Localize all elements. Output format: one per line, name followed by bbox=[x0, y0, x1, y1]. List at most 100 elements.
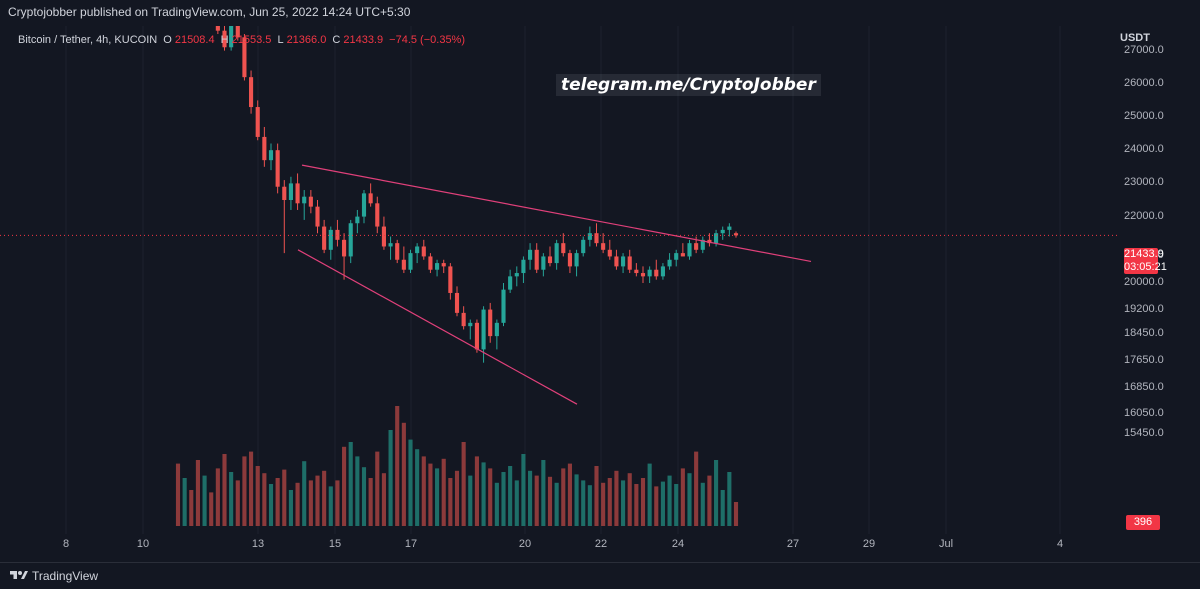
volume-bar bbox=[361, 467, 367, 526]
tradingview-brand[interactable]: TradingView bbox=[32, 569, 99, 583]
volume-bar bbox=[202, 475, 207, 526]
candle-body bbox=[581, 239, 586, 254]
candle-body bbox=[295, 183, 300, 204]
volume-bar bbox=[561, 468, 566, 526]
price-axis-label: 22000.0 bbox=[1124, 209, 1164, 222]
volume-bar bbox=[401, 422, 406, 526]
time-axis-label: 15 bbox=[328, 538, 342, 550]
close-value: 21433.9 bbox=[343, 34, 384, 46]
volume-bar bbox=[488, 468, 493, 526]
candle-body bbox=[587, 233, 592, 240]
volume-bar bbox=[514, 480, 519, 526]
volume-bar bbox=[275, 478, 280, 526]
volume-bar bbox=[720, 490, 725, 526]
candle-body bbox=[401, 259, 406, 270]
volume-bar bbox=[215, 468, 220, 526]
volume-bar bbox=[322, 470, 327, 526]
candle-body bbox=[268, 150, 274, 161]
candle-body bbox=[488, 309, 493, 337]
volume-bar bbox=[288, 490, 293, 526]
candle-body bbox=[647, 269, 652, 277]
candle-body bbox=[441, 263, 446, 267]
close-key: C bbox=[332, 34, 341, 46]
volume-bar bbox=[714, 460, 719, 526]
volume-bar bbox=[634, 484, 639, 526]
candle-body bbox=[720, 229, 725, 234]
volume-bar bbox=[421, 456, 426, 526]
candle-body bbox=[335, 229, 340, 240]
candle-body bbox=[727, 226, 732, 230]
time-axis-label: 17 bbox=[404, 538, 418, 550]
volume-bar bbox=[534, 475, 539, 526]
currency-label: USDT bbox=[1120, 32, 1150, 44]
volume-bar bbox=[547, 476, 553, 526]
candle-body bbox=[481, 309, 486, 350]
candle-body bbox=[408, 253, 413, 270]
volume-bar bbox=[574, 474, 579, 526]
volume-bar bbox=[435, 468, 440, 526]
volume-bar bbox=[195, 460, 200, 526]
time-axis-label: Jul bbox=[938, 538, 954, 550]
volume-bar bbox=[242, 456, 247, 526]
candle-body bbox=[607, 249, 612, 257]
candle-body bbox=[361, 193, 367, 217]
candle-body bbox=[468, 322, 473, 327]
countdown-timer: 03:05:21 bbox=[1124, 261, 1167, 273]
time-axis-label: 29 bbox=[862, 538, 876, 550]
volume-bar bbox=[468, 475, 473, 526]
volume-bar bbox=[607, 478, 612, 526]
price-axis-label: 25000.0 bbox=[1124, 110, 1164, 122]
volume-bar bbox=[461, 442, 466, 526]
candle-body bbox=[733, 233, 739, 236]
volume-bar bbox=[494, 482, 499, 526]
candle-body bbox=[494, 322, 499, 337]
candle-body bbox=[322, 226, 327, 250]
volume-bar bbox=[328, 486, 333, 526]
candle-body bbox=[521, 259, 526, 274]
candle-body bbox=[634, 269, 639, 274]
volume-bar bbox=[268, 484, 274, 526]
volume-bar bbox=[640, 478, 646, 526]
volume-bar bbox=[249, 451, 254, 526]
volume-bar bbox=[209, 492, 214, 526]
candle-body bbox=[428, 256, 433, 270]
candle-body bbox=[700, 239, 705, 250]
candle-body bbox=[547, 256, 553, 264]
candlestick-chart[interactable] bbox=[0, 26, 1200, 562]
candle-body bbox=[680, 253, 685, 257]
candle-body bbox=[355, 216, 360, 224]
candle-body bbox=[288, 183, 293, 200]
volume-bar bbox=[395, 406, 400, 526]
time-axis-label: 4 bbox=[1056, 538, 1064, 550]
volume-bar bbox=[687, 473, 692, 526]
telegram-watermark: telegram.me/CryptoJobber bbox=[556, 74, 821, 96]
time-axis-label: 8 bbox=[62, 538, 70, 550]
volume-bar bbox=[567, 463, 572, 526]
candle-body bbox=[342, 239, 347, 257]
open-key: O bbox=[163, 34, 172, 46]
candle-body bbox=[508, 276, 513, 290]
volume-bar bbox=[335, 480, 340, 526]
publish-bar: Cryptojobber published on TradingView.co… bbox=[0, 0, 1200, 26]
volume-bar bbox=[381, 473, 386, 526]
volume-bar bbox=[627, 473, 632, 526]
time-axis[interactable]: 8 10 13 15 17 20 22 24 27 29 Jul 4 bbox=[0, 534, 1115, 558]
candle-body bbox=[381, 226, 386, 247]
low-key: L bbox=[277, 34, 284, 46]
candle-body bbox=[328, 229, 333, 250]
symbol-name[interactable]: Bitcoin / Tether, 4h, KUCOIN bbox=[18, 34, 158, 46]
volume-bar bbox=[694, 451, 699, 526]
tradingview-logo-icon[interactable] bbox=[10, 569, 28, 581]
time-axis-label: 22 bbox=[594, 538, 608, 550]
candle-body bbox=[229, 26, 234, 48]
candle-body bbox=[594, 233, 599, 244]
volume-bar bbox=[315, 475, 320, 526]
candle-body bbox=[660, 266, 665, 277]
low-value: 21366.0 bbox=[286, 34, 327, 46]
candle-body bbox=[674, 253, 679, 260]
volume-bar bbox=[355, 456, 360, 526]
candle-body bbox=[235, 26, 240, 38]
volume-bar bbox=[375, 451, 380, 526]
